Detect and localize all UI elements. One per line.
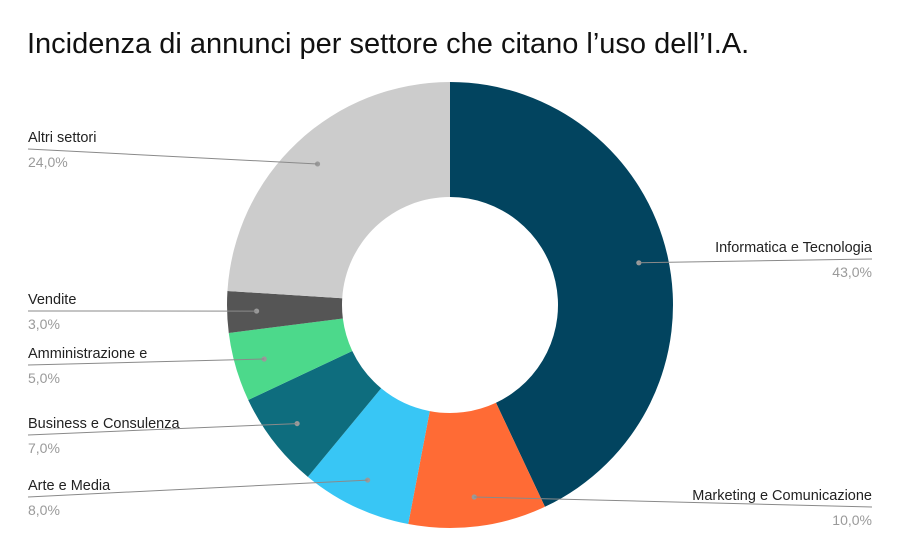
slice-business-e-consulenza[interactable] <box>248 350 382 477</box>
slice-label-vendite: Vendite <box>28 292 76 308</box>
leader-line <box>638 258 873 264</box>
donut-slices <box>227 82 673 528</box>
slice-label-amministrazione-e: Amministrazione e <box>28 346 147 362</box>
slice-value-vendite: 3,0% <box>28 316 60 332</box>
slice-marketing-e-comunicazione[interactable] <box>408 402 545 528</box>
slice-altri-settori[interactable] <box>227 82 450 299</box>
slice-informatica-e-tecnologia[interactable] <box>450 82 673 507</box>
slice-vendite[interactable] <box>227 290 343 333</box>
slice-label-informatica-e-tecnologia: Informatica e Tecnologia <box>715 240 873 256</box>
leader-line <box>27 358 265 366</box>
leader-line <box>27 479 368 498</box>
slice-label-business-e-consulenza: Business e Consulenza <box>28 416 180 432</box>
slice-value-marketing-e-comunicazione: 10,0% <box>832 512 872 528</box>
slice-value-arte-e-media: 8,0% <box>28 502 60 518</box>
slice-label-altri-settori: Altri settori <box>28 130 97 146</box>
slice-value-altri-settori: 24,0% <box>28 154 68 170</box>
slice-value-amministrazione-e: 5,0% <box>28 370 60 386</box>
slice-value-business-e-consulenza: 7,0% <box>28 440 60 456</box>
leader-line <box>27 423 298 436</box>
leader-line <box>474 496 873 508</box>
slice-label-arte-e-media: Arte e Media <box>28 478 111 494</box>
slice-arte-e-media[interactable] <box>307 388 430 525</box>
slice-label-marketing-e-comunicazione: Marketing e Comunicazione <box>692 488 872 504</box>
slice-amministrazione-e[interactable] <box>228 318 353 400</box>
slice-value-informatica-e-tecnologia: 43,0% <box>832 264 872 280</box>
leader-line <box>27 148 318 165</box>
slice-labels: Informatica e Tecnologia 43,0% Marketing e… <box>27 130 873 528</box>
chart-title: Incidenza di annunci per settore che cit… <box>27 28 750 60</box>
